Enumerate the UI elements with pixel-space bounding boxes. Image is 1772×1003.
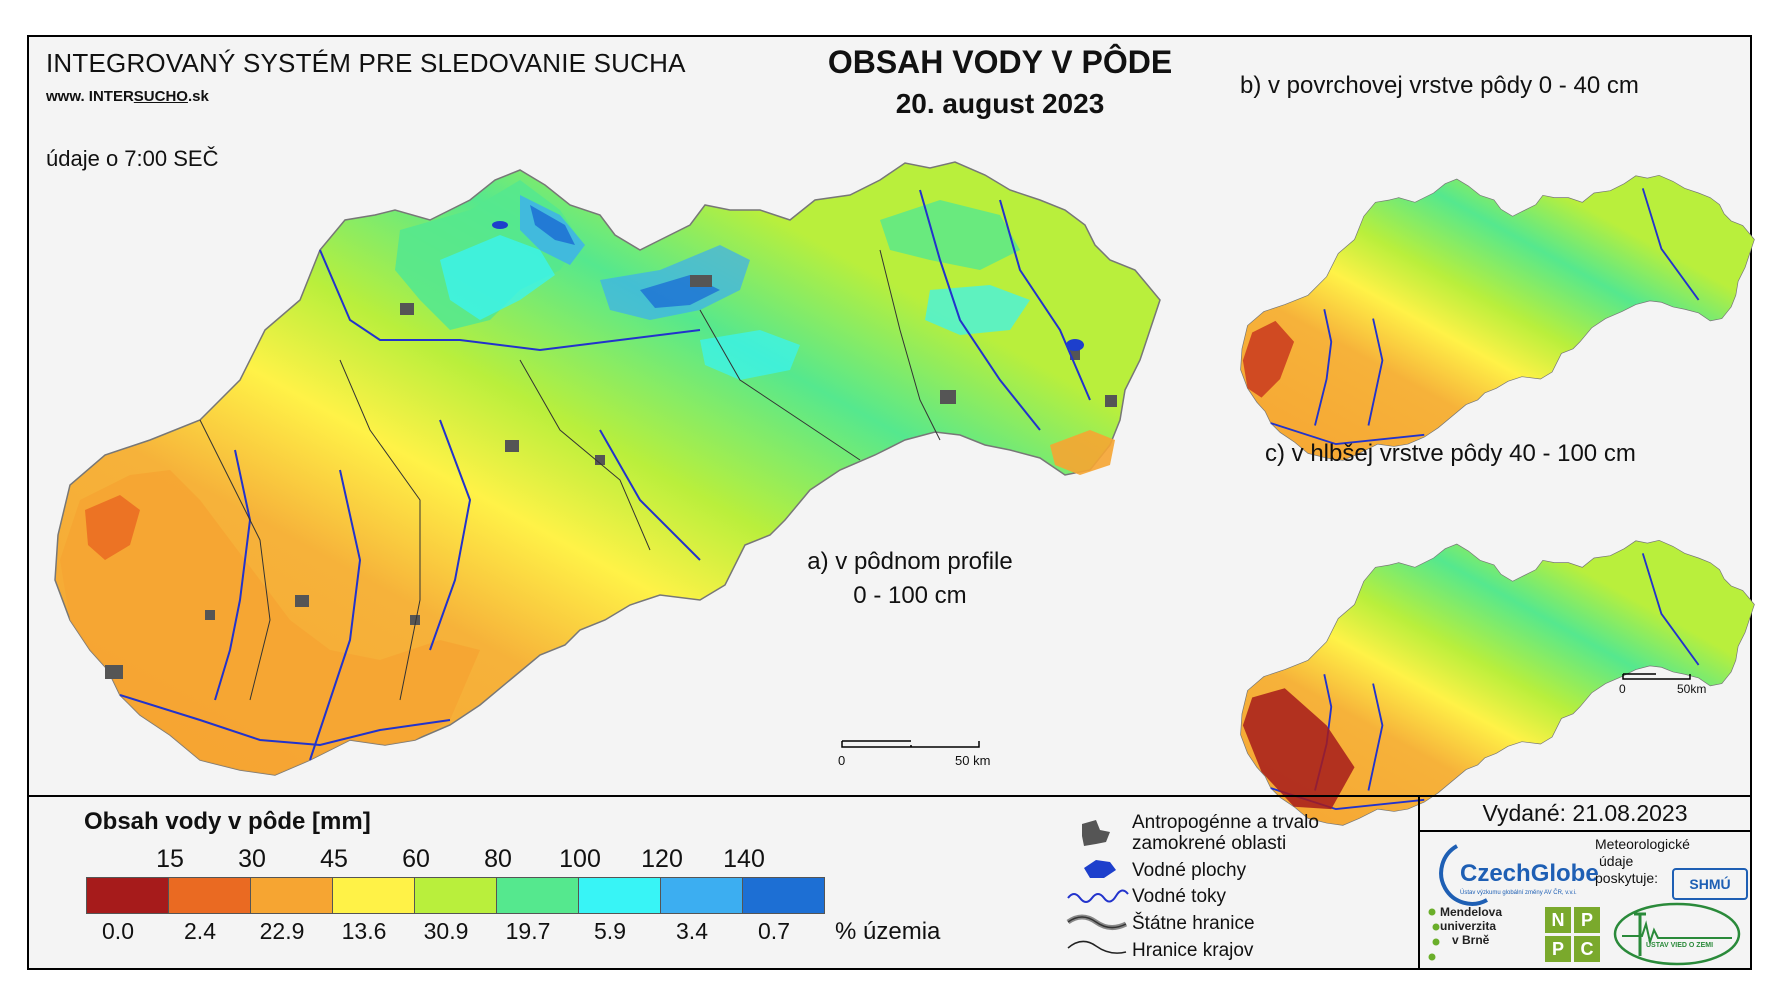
region-border-symbol-icon	[1067, 940, 1127, 954]
legend-class-swatch	[743, 878, 824, 913]
czechglobe-subtitle: Ústav výzkumu globální změny AV ČR, v.v.…	[1460, 890, 1577, 896]
legend-color-bar	[86, 877, 825, 914]
system-title: INTEGROVANÝ SYSTÉM PRE SLEDOVANIE SUCHA	[46, 48, 686, 78]
small-scale-bar	[1622, 673, 1691, 680]
water-courses-label: Vodné toky	[1132, 886, 1227, 907]
class-percent: 0.7	[758, 918, 790, 944]
legend-class-swatch	[333, 878, 415, 913]
czechglobe-name: CzechGlobe	[1460, 860, 1599, 887]
met-provider-text: Meteorologické údaje poskytuje:	[1595, 836, 1690, 886]
class-percent: 22.9	[259, 918, 305, 944]
map-c-label: c) v hlbšej vrstve pôdy 40 - 100 cm	[1265, 440, 1636, 467]
mendel-dots-icon	[1428, 908, 1440, 961]
legend-title: Obsah vody v pôde [mm]	[84, 808, 371, 835]
region-borders-label: Hranice krajov	[1132, 940, 1254, 961]
anthropogenic-label: Antropogénne a trvalo zamokrené oblasti	[1132, 812, 1319, 854]
anthropogenic-symbol-icon	[1082, 820, 1110, 846]
small-scale-zero: 0	[1619, 682, 1626, 696]
nppc-letter: C	[1574, 936, 1600, 962]
legend-class-swatch	[415, 878, 497, 913]
credits-box	[1418, 795, 1752, 970]
map-a-label: a) v pôdnom profile 0 - 100 cm	[760, 545, 1060, 613]
nppc-letter: P	[1574, 907, 1600, 933]
nppc-letter: N	[1545, 907, 1571, 933]
state-borders-label: Štátne hranice	[1132, 913, 1255, 934]
legend-class-swatch	[87, 878, 169, 913]
czechglobe-logo: CzechGlobe Ústav výzkumu globální změny …	[1427, 838, 1599, 908]
main-soil-water-map	[54, 161, 1161, 776]
uvz-logo: ÚSTAV VIED O ZEMI	[1612, 902, 1742, 966]
map-a-label-line2: 0 - 100 cm	[853, 582, 967, 609]
legend-class-swatch	[251, 878, 333, 913]
main-scale-end: 50 km	[955, 753, 991, 768]
class-percent: 3.4	[676, 918, 708, 944]
nppc-letter: P	[1545, 936, 1571, 962]
legend-class-swatch	[497, 878, 579, 913]
legend-divider	[27, 795, 1752, 797]
website-link[interactable]: www. INTERSUCHO.sk	[46, 88, 209, 105]
main-scale-zero: 0	[838, 753, 846, 768]
map-date: 20. august 2023	[895, 88, 1105, 119]
class-percent: 30.9	[423, 918, 469, 944]
class-percent: 13.6	[341, 918, 387, 944]
main-scale-bar	[841, 740, 980, 748]
surface-layer-map	[1239, 174, 1756, 462]
czechglobe-swoosh-icon	[1439, 844, 1488, 906]
water-bodies-label: Vodné plochy	[1132, 860, 1247, 881]
issued-divider	[1418, 830, 1752, 832]
water-body-symbol-icon	[1084, 860, 1116, 878]
water-course-symbol-icon	[1067, 889, 1129, 903]
percent-unit-label: % územia	[835, 918, 941, 945]
class-percent: 0.0	[102, 918, 134, 944]
map-title: OBSAH VODY V PÔDE	[827, 44, 1173, 80]
class-percent: 2.4	[184, 918, 216, 944]
legend-class-swatch	[661, 878, 743, 913]
legend-class-swatch	[579, 878, 661, 913]
map-b-label: b) v povrchovej vrstve pôdy 0 - 40 cm	[1240, 72, 1639, 99]
data-time-note: údaje o 7:00 SEČ	[46, 146, 219, 171]
map-a-label-line1: a) v pôdnom profile	[807, 548, 1013, 575]
uvz-name: ÚSTAV VIED O ZEMI	[1646, 942, 1714, 949]
uvz-emblem-icon	[1613, 902, 1741, 966]
class-percent: 19.7	[505, 918, 551, 944]
small-scale-end: 50km	[1677, 682, 1707, 696]
mendel-logo: Mendelova univerzita v Brně	[1428, 905, 1502, 961]
legend-class-swatch	[169, 878, 251, 913]
class-percent: 5.9	[594, 918, 626, 944]
issued-date: Vydané: 21.08.2023	[1482, 800, 1688, 826]
shmu-logo: SHMÚ	[1672, 868, 1748, 900]
nppc-logo: N P P C	[1545, 907, 1601, 963]
state-border-symbol-icon	[1066, 914, 1128, 930]
